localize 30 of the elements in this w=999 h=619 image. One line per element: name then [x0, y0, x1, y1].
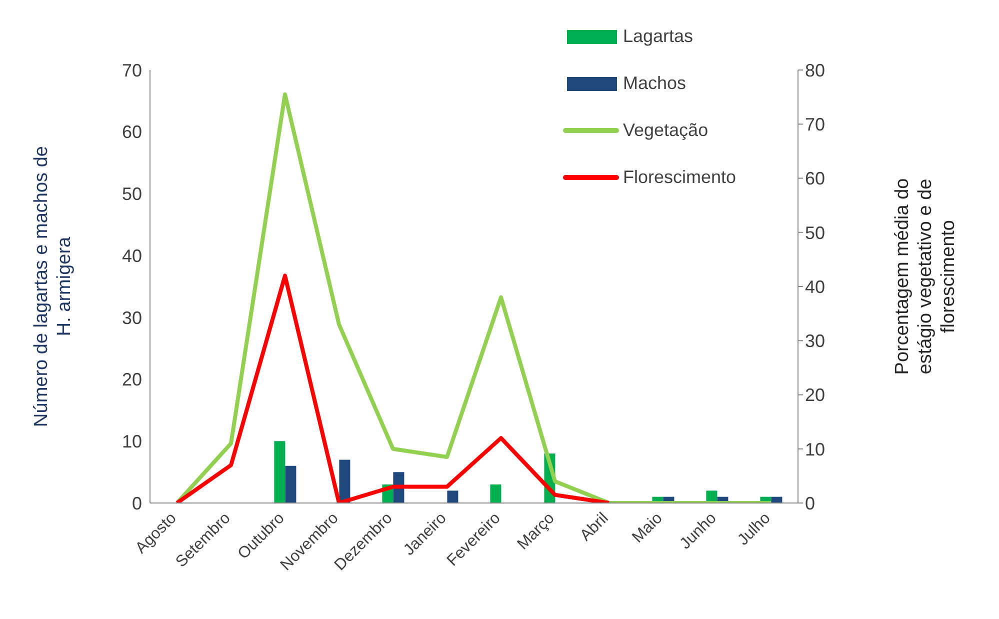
y-tick-label: 40 [122, 246, 142, 266]
y-axis-title: Número de lagartas e machos de H. armigera [31, 146, 75, 427]
y-tick-label: 70 [122, 60, 142, 80]
y2-tick-label: 60 [805, 168, 826, 189]
legend-label: Lagartas [623, 26, 694, 47]
legend-label: Machos [623, 73, 686, 94]
y2-tick-label: 30 [805, 331, 826, 352]
bar [447, 490, 458, 503]
y2-tick-label: 70 [805, 114, 826, 135]
bar [339, 460, 350, 503]
y-tick-label: 10 [122, 432, 142, 452]
line-series [175, 92, 773, 503]
y2-tick-label: 0 [805, 493, 816, 514]
y2-tick-label: 50 [805, 222, 826, 243]
legend-label: Florescimento [623, 167, 736, 188]
y2-tick-label: 80 [805, 60, 826, 80]
y2-axis-title: Porcentagem média do estágio vegetativo e de florescimento [892, 178, 959, 375]
y-tick-label: 0 [132, 493, 142, 514]
y-tick-label: 30 [122, 308, 142, 328]
y-tick-label: 20 [122, 370, 142, 390]
line-series [175, 274, 611, 503]
bar [274, 441, 286, 503]
y-tick-label: 50 [122, 184, 142, 204]
y2-tick-label: 40 [805, 276, 826, 297]
y-tick-label: 60 [122, 122, 142, 142]
bar [490, 484, 502, 503]
bar [285, 466, 296, 503]
y2-tick-label: 10 [805, 439, 826, 460]
y2-tick-label: 20 [805, 385, 826, 406]
legend-label: Vegetação [623, 120, 708, 141]
